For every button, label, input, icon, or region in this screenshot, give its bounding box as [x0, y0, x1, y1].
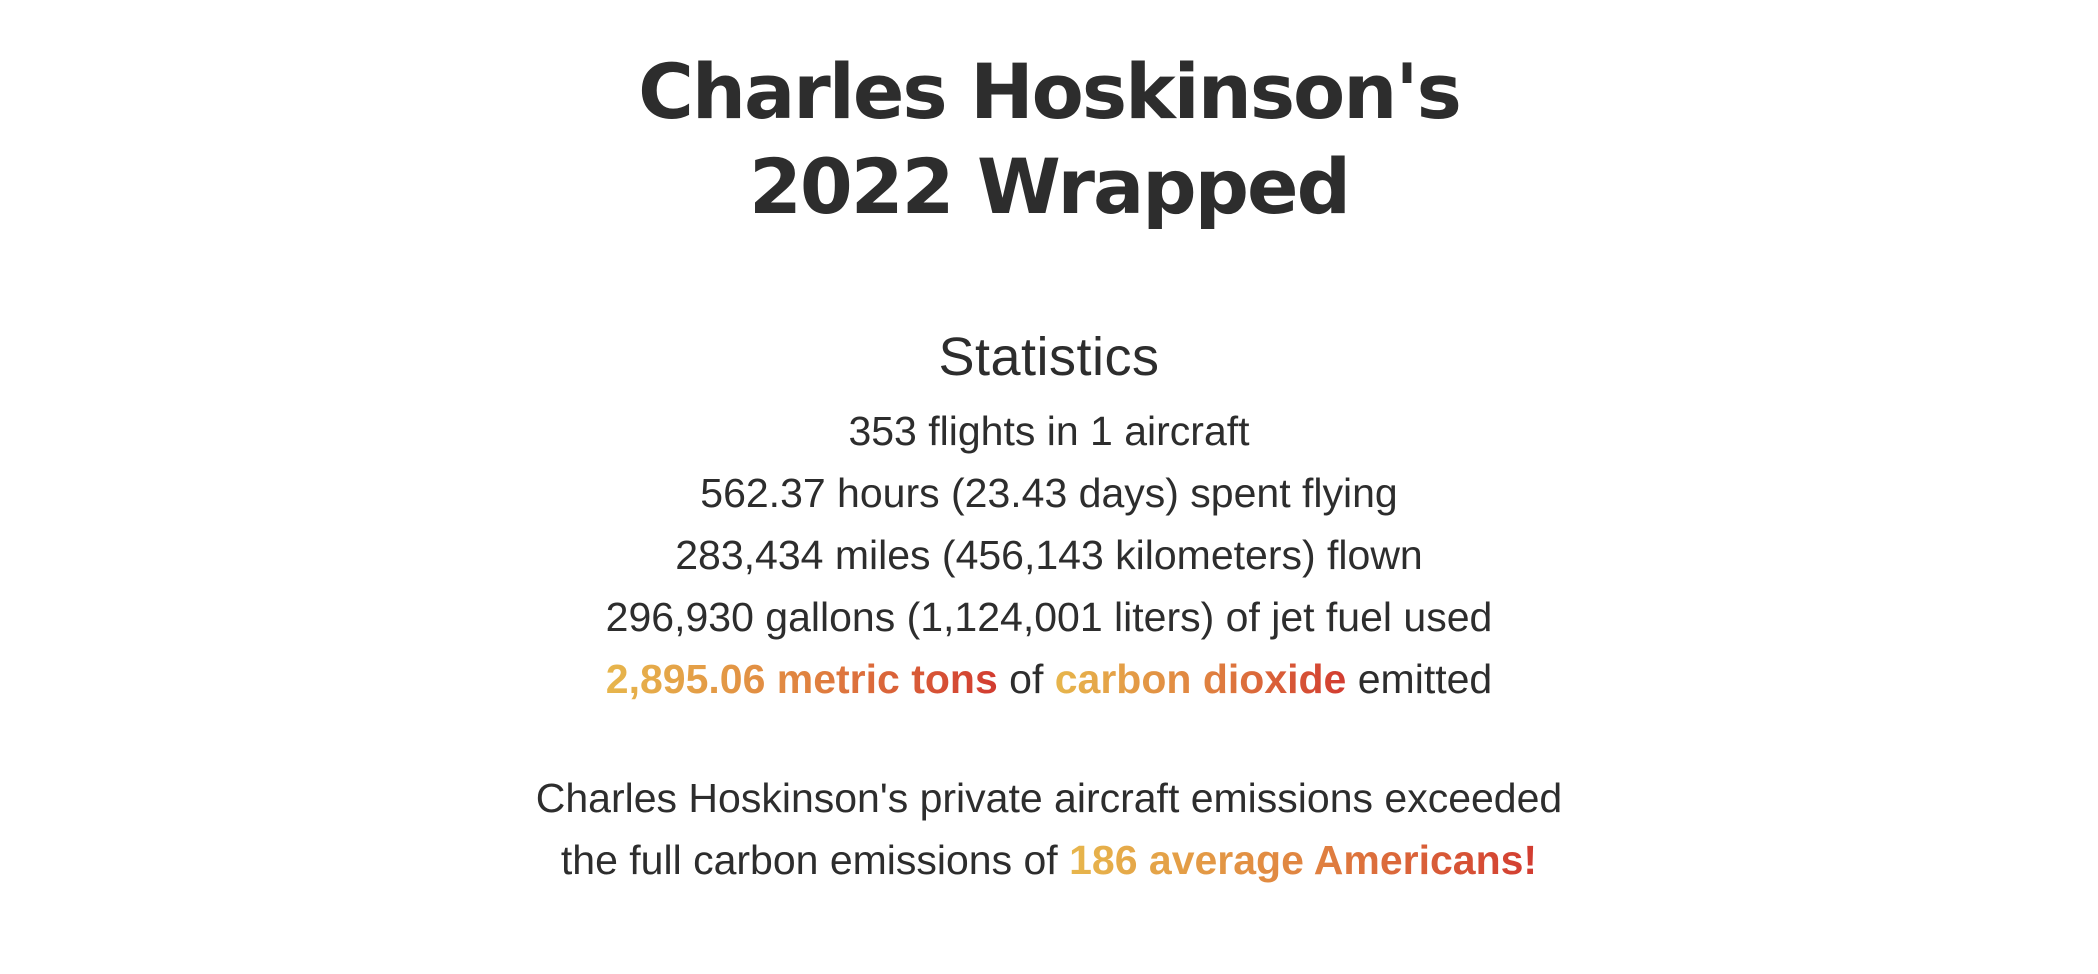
statistics-heading: Statistics: [938, 327, 1160, 387]
stat-line-hours: 562.37 hours (23.43 days) spent flying: [0, 462, 2098, 524]
summary-line-1: Charles Hoskinson's private aircraft emi…: [0, 767, 2098, 829]
text-segment: emitted: [1346, 656, 1493, 702]
text-segment: Charles Hoskinson's private aircraft emi…: [535, 775, 1563, 821]
stat-line-emissions: 2,895.06 metric tons of carbon dioxide e…: [0, 648, 2098, 710]
stat-line-flights: 353 flights in 1 aircraft: [0, 400, 2098, 462]
page-title-line-2: 2022 Wrapped: [749, 142, 1351, 231]
stat-line-distance: 283,434 miles (456,143 kilometers) flown: [0, 524, 2098, 586]
summary-line-2: the full carbon emissions of 186 average…: [0, 829, 2098, 891]
text-segment: the full carbon emissions of: [560, 837, 1070, 883]
text-segment: 353 flights in 1 aircraft: [848, 408, 1250, 454]
text-segment: 562.37 hours (23.43 days) spent flying: [700, 470, 1398, 516]
text-segment: of: [997, 656, 1055, 702]
text-segment: 283,434 miles (456,143 kilometers) flown: [675, 532, 1423, 578]
text-segment: 296,930 gallons (1,124,001 liters) of je…: [605, 594, 1493, 640]
page-title-line-1: Charles Hoskinson's: [638, 47, 1462, 136]
highlighted-text: 186 average Americans!: [1069, 837, 1538, 883]
wrapped-page: Charles Hoskinson's 2022 Wrapped Statist…: [0, 44, 2098, 974]
stat-line-fuel: 296,930 gallons (1,124,001 liters) of je…: [0, 586, 2098, 648]
statistics-section: Statistics 353 flights in 1 aircraft 562…: [0, 328, 2098, 710]
summary-section: Charles Hoskinson's private aircraft emi…: [0, 767, 2098, 891]
page-title: Charles Hoskinson's 2022 Wrapped: [0, 44, 2098, 234]
highlighted-text: 2,895.06 metric tons: [605, 656, 998, 702]
highlighted-text: carbon dioxide: [1054, 656, 1347, 702]
